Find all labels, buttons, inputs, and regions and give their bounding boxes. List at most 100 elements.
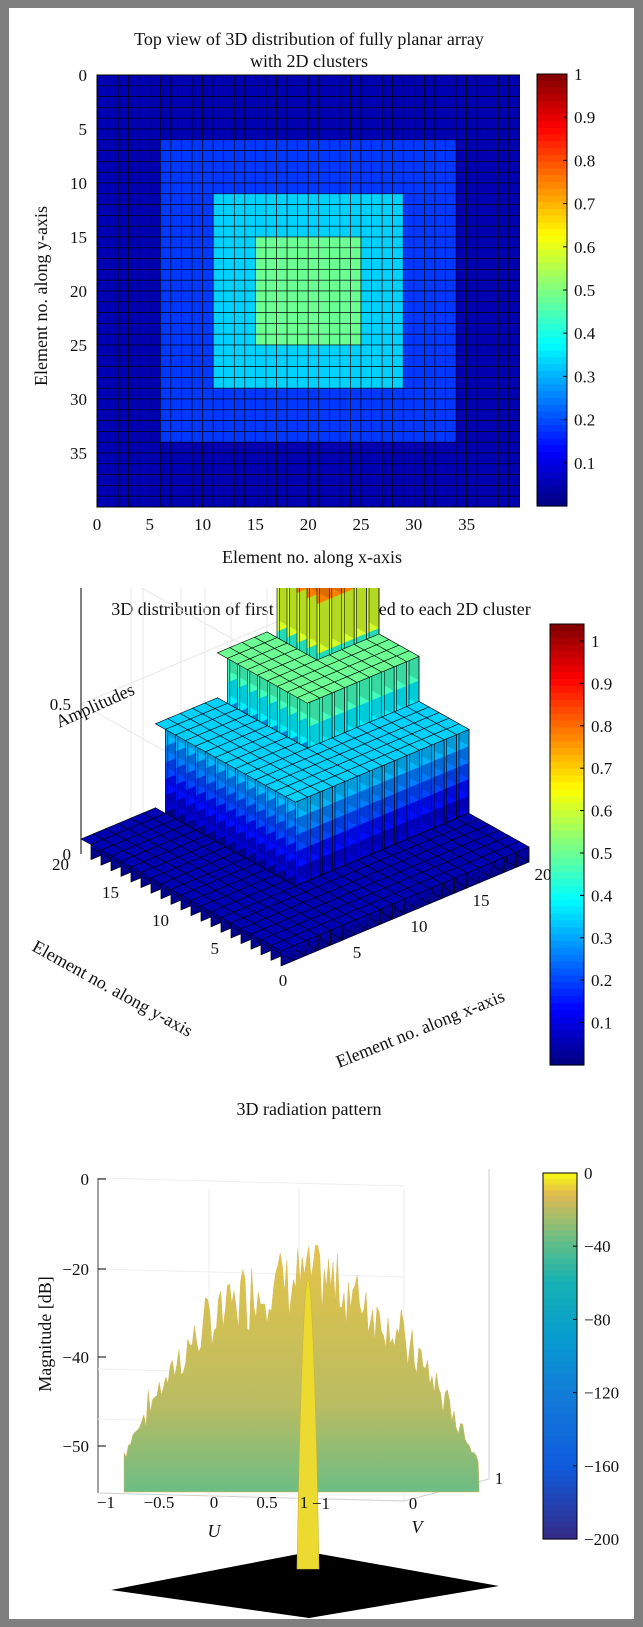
heatmap-cell	[202, 236, 214, 249]
heatmap-cell	[455, 355, 467, 367]
heatmap-cell	[223, 441, 235, 454]
heatmap-cell	[107, 398, 119, 411]
heatmap-cell	[413, 301, 425, 313]
heatmap-cell	[202, 269, 214, 281]
heatmap-colorbar-segment	[537, 344, 567, 352]
heatmap-cell	[318, 485, 330, 497]
heatmap-cell	[202, 474, 214, 486]
heatmap-colorbar-tick-label: 0.7	[574, 195, 596, 214]
heatmap-cell	[233, 139, 246, 151]
heatmap-cell	[318, 495, 330, 508]
heatmap-colorbar-segment	[537, 310, 567, 318]
heatmap-cell	[170, 485, 182, 497]
heatmap-cell	[371, 431, 383, 443]
heatmap-cell	[381, 117, 393, 130]
heatmap-cell	[371, 150, 383, 162]
heatmap-cell	[424, 85, 436, 97]
heatmap-cell	[508, 495, 520, 508]
heatmap-cell	[96, 74, 108, 87]
heatmap-cell	[466, 117, 478, 130]
heatmap-cell	[339, 128, 351, 141]
heatmap-cell	[265, 387, 277, 400]
heatmap-cell	[487, 161, 499, 173]
heatmap-cell	[318, 409, 330, 421]
heatmap-cell	[329, 387, 341, 400]
heatmap-cell	[360, 344, 372, 357]
heatmap-cell	[276, 215, 288, 227]
heatmap-cell	[381, 323, 393, 335]
heatmap-cell	[413, 431, 425, 443]
heatmap-cell	[244, 96, 256, 108]
heatmap-cell	[392, 474, 404, 486]
heatmap-cell	[445, 485, 457, 497]
heatmap-cell	[329, 269, 341, 281]
heatmap-cell	[413, 161, 425, 173]
heatmap-cell	[413, 344, 425, 357]
heatmap-cell	[276, 495, 288, 508]
heatmap-cell	[392, 366, 404, 378]
heatmap-cell	[265, 344, 277, 357]
heatmap-cell	[149, 193, 161, 205]
heatmap-cell	[170, 474, 182, 486]
heatmap-cell	[339, 485, 351, 497]
heatmap-cell	[487, 452, 499, 465]
heatmap-cell	[402, 301, 415, 313]
heatmap-cell	[339, 441, 351, 454]
heatmap-cell	[381, 215, 393, 227]
heatmap-cell	[297, 182, 309, 195]
heatmap-cell	[445, 193, 457, 205]
heatmap-cell	[191, 279, 203, 292]
heatmap-cell	[424, 150, 436, 162]
heatmap-colorbar-segment	[537, 337, 567, 345]
heatmap-colorbar-segment	[537, 222, 567, 230]
heatmap-cell	[434, 107, 446, 119]
heatmap-colorbar-segment	[537, 202, 567, 210]
heatmap-cell	[149, 463, 161, 475]
heatmap-cell	[371, 474, 383, 486]
heatmap-cell	[170, 107, 182, 119]
heatmap-cell	[392, 377, 404, 389]
heatmap-cell	[466, 495, 478, 508]
heatmap-cell	[265, 193, 277, 205]
heatmap-cell	[181, 377, 193, 389]
heatmap-cell	[138, 463, 151, 475]
heatmap-cell	[455, 344, 467, 357]
heatmap-cell	[265, 333, 277, 346]
heatmap-cell	[445, 117, 457, 130]
heatmap-cell	[149, 290, 161, 303]
heatmap-cell	[508, 258, 520, 270]
heatmap-cell	[497, 161, 510, 173]
heatmap-cell	[202, 117, 214, 130]
heatmap-cell	[255, 485, 267, 497]
heatmap-cell	[212, 333, 225, 346]
heatmap-cell	[487, 107, 499, 119]
heatmap-cell	[117, 366, 129, 378]
heatmap-cell	[96, 117, 108, 130]
heatmap-cell	[392, 182, 404, 195]
heatmap-cell	[128, 290, 140, 303]
heatmap-cell	[170, 74, 182, 87]
heatmap-cell	[191, 204, 203, 216]
heatmap-cell	[96, 139, 108, 151]
heatmap-cell	[297, 474, 309, 486]
heatmap-cell	[329, 225, 341, 238]
heatmap-cell	[117, 215, 129, 227]
heatmap-cell	[497, 258, 510, 270]
heatmap-cell	[371, 333, 383, 346]
heatmap-cell	[160, 377, 172, 389]
heatmap-cell	[392, 355, 404, 367]
heatmap-colorbar-segment	[537, 74, 567, 82]
heatmap-cell	[233, 290, 246, 303]
heatmap-cell	[445, 495, 457, 508]
heatmap-colorbar-segment	[537, 438, 567, 446]
heatmap-cell	[434, 355, 446, 367]
heatmap-cell	[138, 474, 151, 486]
heatmap-cell	[402, 171, 415, 184]
heatmap-cell	[339, 279, 351, 292]
heatmap-cell	[424, 355, 436, 367]
heatmap-cell	[160, 171, 172, 184]
heatmap-cell	[233, 409, 246, 421]
heatmap-cell	[413, 474, 425, 486]
heatmap-colorbar-segment	[537, 398, 567, 406]
heatmap-cell	[128, 355, 140, 367]
